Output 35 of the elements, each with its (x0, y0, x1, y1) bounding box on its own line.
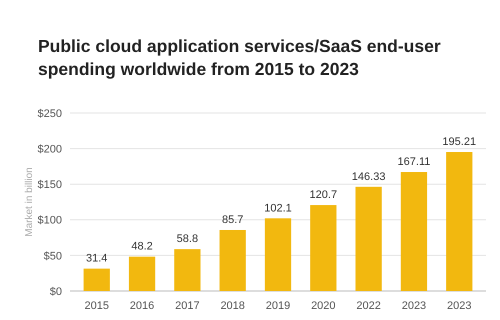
y-tick-label: $150 (38, 179, 62, 192)
data-label: 195.21 (442, 136, 476, 148)
x-tick-label: 2016 (130, 300, 154, 312)
x-tick-label: 2023 (402, 300, 426, 312)
data-label: 31.4 (86, 252, 108, 265)
bar (128, 256, 156, 291)
y-tick-label: $250 (38, 108, 62, 120)
x-tick-label: 2019 (266, 300, 290, 312)
x-tick-label: 2018 (220, 300, 245, 312)
bar (264, 218, 292, 291)
y-tick-label: $200 (38, 143, 62, 156)
bar (310, 205, 336, 291)
x-tick-label: 2023 (447, 300, 472, 312)
data-label: 48.2 (131, 240, 153, 253)
data-label: 102.1 (264, 202, 292, 214)
x-tick-label: 2017 (175, 300, 200, 312)
bar (400, 172, 428, 291)
bar (84, 268, 110, 291)
bar (355, 186, 382, 291)
bar (446, 152, 472, 291)
data-label: 167.11 (398, 156, 430, 168)
x-tick-label: 2022 (356, 300, 381, 312)
bar (220, 230, 246, 291)
y-tick-label: $100 (38, 214, 62, 227)
y-tick-label: $0 (50, 286, 62, 298)
bar (174, 249, 201, 291)
data-label: 85.7 (222, 214, 244, 226)
data-label: 58.8 (176, 233, 198, 246)
y-axis-title: Market in billion (24, 167, 35, 237)
data-label: 146.33 (352, 170, 386, 183)
x-tick-label: 2015 (84, 300, 109, 312)
data-label: 120.7 (310, 189, 338, 202)
x-tick-label: 2020 (311, 300, 336, 312)
y-tick-label: $50 (44, 250, 62, 262)
chart-title: Public cloud application services/SaaS end-user spending worldwide from 2015 to 2023 (38, 36, 441, 79)
